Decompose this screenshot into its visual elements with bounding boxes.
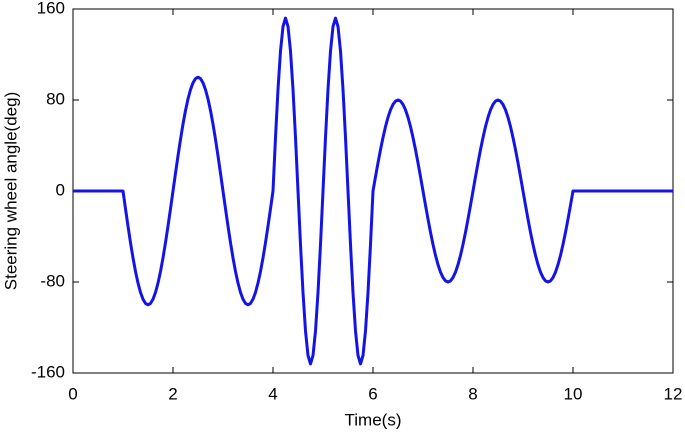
x-tick-label: 0 (68, 384, 77, 403)
y-tick-label: -80 (40, 271, 65, 290)
y-tick-label: 160 (37, 0, 65, 17)
x-tick-label: 2 (168, 384, 177, 403)
x-tick-label: 4 (268, 384, 277, 403)
x-tick-label: 12 (664, 384, 683, 403)
y-tick-label: 80 (46, 89, 65, 108)
x-axis-label: Time(s) (345, 410, 402, 429)
y-tick-label: -160 (31, 362, 65, 381)
y-axis-label: Steering wheel angle(deg) (1, 92, 20, 290)
x-tick-label: 8 (468, 384, 477, 403)
x-tick-label: 10 (564, 384, 583, 403)
x-tick-label: 6 (368, 384, 377, 403)
y-tick-label: 0 (56, 180, 65, 199)
data-line (73, 16, 673, 366)
